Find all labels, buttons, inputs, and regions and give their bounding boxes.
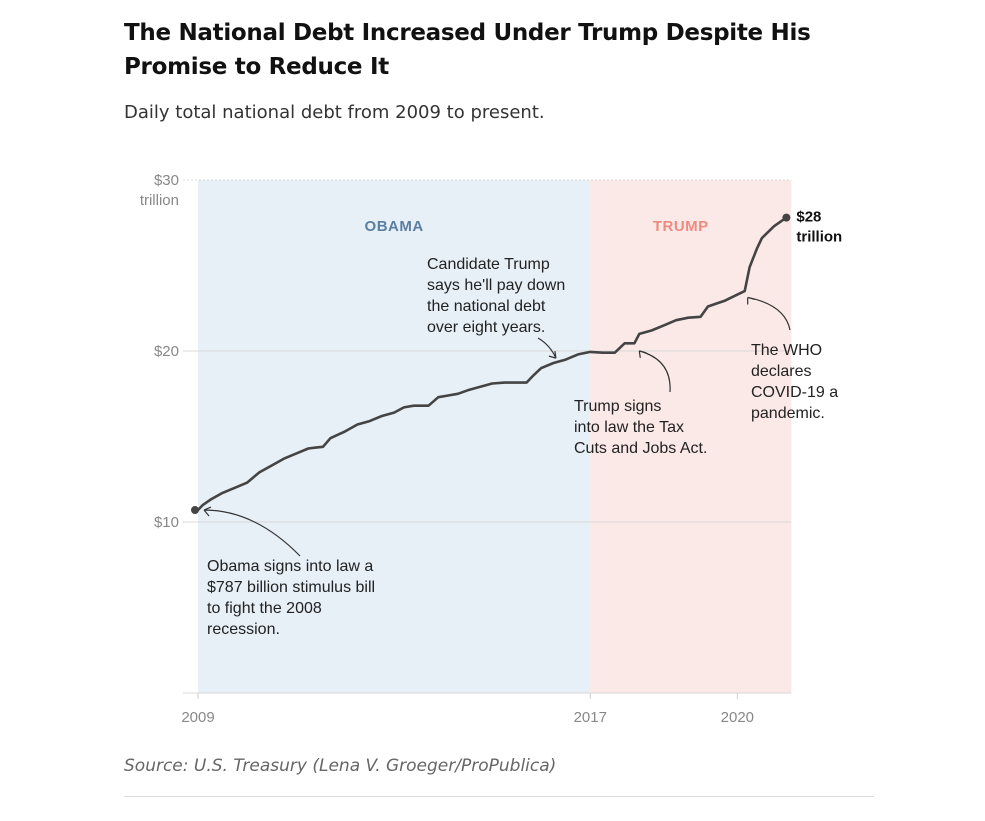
annotation-tax-cuts: Trump signs into law the Tax Cuts and Jo…	[574, 398, 707, 457]
annotation-line: pandemic.	[751, 405, 825, 422]
chart-subtitle: Daily total national debt from 2009 to p…	[124, 102, 545, 123]
annotation-arrow-stimulus	[203, 506, 301, 557]
annotation-line: Obama signs into law a	[207, 558, 373, 575]
annotation-arrow-candidate	[537, 337, 557, 359]
annotation-line: The WHO	[751, 342, 822, 359]
annotation-arrow-tax-cuts	[638, 350, 671, 393]
chart-title: The National Debt Increased Under Trump …	[124, 20, 811, 80]
obama-period-label: OBAMA	[365, 218, 424, 235]
annotation-line: Candidate Trump	[427, 256, 550, 273]
y-tick-label-20: $20	[154, 343, 179, 360]
source-note: Source: U.S. Treasury (Lena V. Groeger/P…	[124, 756, 557, 776]
annotation-line: into law the Tax	[574, 419, 684, 436]
annotation-stimulus: Obama signs into law a $787 billion stim…	[207, 558, 375, 638]
annotation-arrow-covid	[747, 296, 791, 331]
annotation-line: over eight years.	[427, 319, 545, 336]
x-tick-label-2009: 2009	[181, 709, 214, 726]
annotation-line: the national debt	[427, 298, 546, 315]
annotation-line: Trump signs	[574, 398, 661, 415]
annotation-candidate-trump: Candidate Trump says he'll pay down the …	[427, 256, 565, 336]
trump-period-band	[590, 180, 792, 693]
annotation-line: Cuts and Jobs Act.	[574, 440, 707, 457]
annotation-line: says he'll pay down	[427, 277, 565, 294]
y-tick-label-10: $10	[154, 514, 179, 531]
annotation-covid: The WHO declares COVID-19 a pandemic.	[751, 342, 838, 422]
annotation-line: recession.	[207, 621, 280, 638]
footer-divider	[124, 796, 874, 797]
annotation-line: to fight the 2008	[207, 600, 322, 617]
annotation-line: $787 billion stimulus bill	[207, 579, 375, 596]
trump-period-label: TRUMP	[653, 218, 709, 235]
x-tick-label-2017: 2017	[574, 709, 607, 726]
y-tick-unit-label: trillion	[140, 192, 179, 209]
debt-series-line	[196, 216, 788, 512]
obama-period-band	[198, 180, 591, 693]
x-tick-label-2020: 2020	[721, 709, 754, 726]
series-end-point	[782, 213, 791, 222]
annotation-line: declares	[751, 363, 811, 380]
end-value-label: $28	[796, 209, 821, 226]
series-start-point	[191, 506, 199, 515]
annotation-line: COVID-19 a	[751, 384, 838, 401]
end-unit-label: trillion	[796, 229, 842, 246]
y-tick-label-30: $30	[154, 172, 179, 189]
